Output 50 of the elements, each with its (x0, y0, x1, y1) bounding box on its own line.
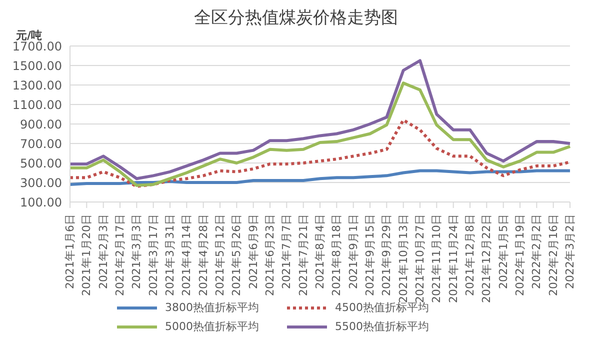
x-tick-label: 2021年3月31日 (164, 214, 176, 296)
x-tick-label: 2021年1月6日 (64, 214, 76, 289)
y-tick-label: 1700.00 (12, 39, 62, 54)
legend-label: 3800热值折标平均 (165, 300, 259, 315)
y-tick-label: 500.00 (20, 156, 62, 170)
x-tick-label: 2021年4月14日 (180, 214, 194, 296)
x-tick-label: 2021年1月20日 (80, 214, 94, 296)
x-tick-label: 2021年9月1日 (346, 214, 360, 289)
line-series (68, 59, 572, 180)
x-tick-label: 2021年5月26日 (230, 214, 244, 296)
x-tick-label: 2022年1月5日 (496, 214, 510, 289)
x-tick-label: 2021年9月15日 (364, 214, 376, 296)
x-tick-label: 2022年2月16日 (546, 214, 560, 296)
x-tick-label: 2021年7月21日 (296, 214, 310, 296)
x-tick-label: 2021年10月27日 (414, 214, 426, 303)
legend-label: 5500热值折标平均 (335, 319, 429, 334)
x-tick-label: 2021年8月4日 (314, 214, 326, 289)
x-tick-label: 2022年2月2日 (530, 214, 544, 289)
x-tick-label: 2021年2月17日 (114, 214, 126, 296)
line-series (68, 82, 572, 187)
line-series (68, 169, 572, 186)
x-tick-label: 2021年9月29日 (380, 214, 394, 296)
x-tick-label: 2021年12月22日 (480, 214, 494, 303)
line-series (68, 118, 572, 188)
x-tick-label: 2022年1月19日 (514, 214, 526, 296)
x-tick-label: 2021年5月12日 (214, 214, 226, 296)
y-tick-label: 300.00 (20, 176, 62, 190)
y-tick-label: 1500.00 (12, 58, 62, 73)
x-tick-label: 2021年2月3日 (96, 214, 110, 289)
y-tick-label: 1300.00 (12, 78, 62, 92)
x-tick-label: 2021年10月13日 (396, 214, 410, 303)
x-tick-label: 2021年8月18日 (330, 214, 344, 296)
x-tick-label: 2021年6月9日 (246, 214, 260, 289)
y-axis-title: 元/吨 (16, 28, 42, 42)
legend-label: 4500热值折标平均 (335, 301, 429, 315)
legend-label: 5000热值折标平均 (165, 319, 259, 334)
x-tick-label: 2022年3月2日 (564, 214, 576, 289)
x-tick-label: 2021年3月3日 (130, 214, 144, 289)
x-tick-label: 2021年3月17日 (146, 214, 160, 296)
x-tick-label: 2021年6月23日 (264, 214, 276, 296)
x-tick-label: 2021年11月24日 (446, 214, 460, 303)
y-tick-label: 700.00 (20, 136, 62, 151)
x-tick-label: 2021年4月28日 (196, 214, 210, 296)
chart-title: 全区分热值煤炭价格走势图 (193, 7, 399, 29)
y-tick-label: 1100.00 (12, 98, 62, 112)
x-tick-label: 2021年12月8日 (464, 214, 476, 296)
y-tick-label: 900.00 (20, 117, 62, 132)
x-tick-label: 2021年7月7日 (280, 214, 294, 289)
y-tick-label: 100.00 (20, 195, 62, 210)
x-tick-label: 2021年11月10日 (430, 214, 444, 303)
